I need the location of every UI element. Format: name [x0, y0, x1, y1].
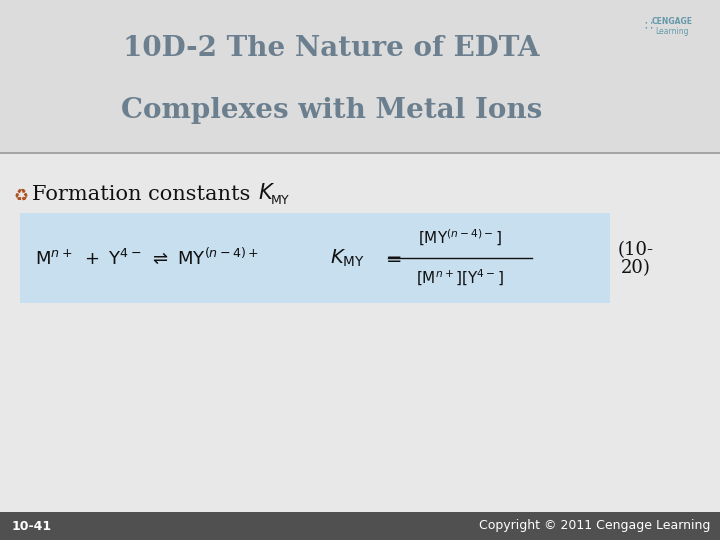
FancyBboxPatch shape [0, 0, 720, 153]
Text: $K_{\mathrm{MY}}$: $K_{\mathrm{MY}}$ [330, 247, 365, 268]
Text: Complexes with Metal Ions: Complexes with Metal Ions [120, 97, 542, 124]
Text: $\mathrm{MY}$: $\mathrm{MY}$ [270, 193, 290, 206]
Text: Copyright © 2011 Cengage Learning: Copyright © 2011 Cengage Learning [479, 519, 710, 532]
Text: ∷: ∷ [644, 19, 652, 32]
FancyBboxPatch shape [20, 213, 610, 303]
Text: $=$: $=$ [382, 249, 402, 267]
Text: Learning: Learning [655, 28, 689, 37]
Text: $\mathrm{M}^{n+}\ +\ \mathrm{Y}^{4-}\ \rightleftharpoons\ \mathrm{MY}^{(n-4)+}$: $\mathrm{M}^{n+}\ +\ \mathrm{Y}^{4-}\ \r… [35, 248, 259, 268]
Text: $K$: $K$ [258, 183, 275, 203]
Text: ♻: ♻ [14, 186, 29, 204]
FancyBboxPatch shape [0, 512, 720, 540]
Text: 10-41: 10-41 [12, 519, 52, 532]
Text: Formation constants: Formation constants [32, 186, 257, 205]
Text: $[\mathrm{M}^{n+}][\mathrm{Y}^{4-}]$: $[\mathrm{M}^{n+}][\mathrm{Y}^{4-}]$ [416, 268, 504, 288]
Text: CENGAGE: CENGAGE [652, 17, 693, 26]
Text: $[\mathrm{MY}^{(n-4)-}]$: $[\mathrm{MY}^{(n-4)-}]$ [418, 228, 502, 248]
Text: 20): 20) [621, 259, 651, 277]
Text: 10D-2 The Nature of EDTA: 10D-2 The Nature of EDTA [123, 36, 539, 63]
Text: (10-: (10- [618, 241, 654, 259]
